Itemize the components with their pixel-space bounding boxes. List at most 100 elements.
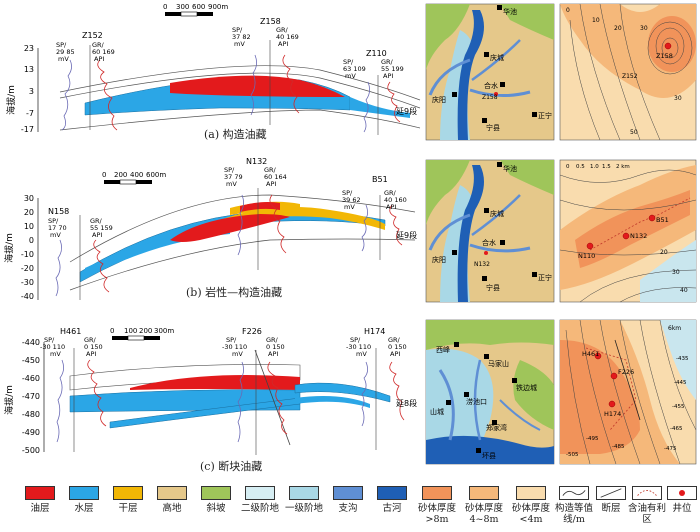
scale-tick: 900m: [208, 3, 228, 11]
svg-text:GR/: GR/: [276, 26, 289, 34]
scale-bar-c: 0 100 200 300m: [110, 327, 174, 341]
svg-text:mV: mV: [226, 180, 237, 188]
svg-text:F226: F226: [618, 368, 634, 376]
svg-text:郑家湾: 郑家湾: [486, 423, 507, 432]
svg-text:GR/: GR/: [92, 41, 105, 49]
svg-text:mV: mV: [345, 72, 356, 80]
legend-item-slope: 斜坡: [194, 476, 238, 514]
svg-text:400: 400: [130, 171, 143, 179]
svg-text:海拔/m: 海拔/m: [3, 385, 15, 415]
y-tick: 13: [24, 65, 34, 74]
svg-text:55 199: 55 199: [381, 65, 404, 73]
svg-text:40 169: 40 169: [276, 33, 299, 41]
svg-text:SP/: SP/: [48, 217, 59, 225]
svg-text:API: API: [390, 350, 400, 358]
svg-text:30: 30: [672, 269, 680, 276]
svg-text:GR/: GR/: [384, 189, 397, 197]
legend-item-branch: 支沟: [326, 476, 370, 514]
svg-text:10: 10: [592, 17, 600, 24]
svg-text:-440: -440: [22, 338, 40, 347]
svg-text:60 169: 60 169: [92, 48, 115, 56]
svg-text:Z158: Z158: [656, 52, 673, 60]
legend-item-sand-4-8: 砂体厚度4~8m: [460, 476, 508, 525]
svg-text:H174: H174: [364, 327, 385, 336]
svg-text:mV: mV: [50, 350, 61, 358]
svg-text:SP/: SP/: [342, 189, 353, 197]
svg-text:西峰: 西峰: [436, 345, 450, 354]
svg-text:0 150: 0 150: [266, 343, 285, 351]
svg-text:-500: -500: [22, 446, 40, 455]
svg-text:37 82: 37 82: [232, 33, 251, 41]
y-tick: -7: [26, 109, 34, 118]
svg-text:H174: H174: [604, 410, 621, 418]
svg-text:600m: 600m: [146, 171, 166, 179]
svg-text:-470: -470: [22, 392, 40, 401]
svg-text:API: API: [92, 231, 102, 239]
svg-text:庆城: 庆城: [490, 53, 504, 62]
svg-text:庆阳: 庆阳: [432, 95, 446, 104]
svg-text:海拔/m: 海拔/m: [3, 233, 15, 263]
svg-text:300m: 300m: [154, 327, 174, 335]
svg-text:17 70: 17 70: [48, 224, 67, 232]
svg-text:GR/: GR/: [381, 58, 394, 66]
svg-text:-30 110: -30 110: [346, 343, 371, 351]
svg-text:-20: -20: [21, 264, 34, 273]
svg-text:-485: -485: [612, 444, 625, 450]
svg-text:N132: N132: [630, 232, 647, 240]
svg-text:华池: 华池: [503, 7, 517, 16]
legend-item-oil: 油层: [18, 476, 62, 514]
svg-text:N132: N132: [246, 157, 267, 166]
svg-text:-490: -490: [22, 428, 40, 437]
svg-text:mV: mV: [58, 55, 69, 63]
paleogeo-map-b: 华池 庆城 合水 N132 庆阳 宁县 正宁: [425, 159, 555, 303]
svg-text:1.0: 1.0: [590, 164, 599, 170]
svg-text:山城: 山城: [430, 407, 444, 416]
svg-text:200: 200: [139, 327, 152, 335]
svg-text:2 km: 2 km: [616, 164, 630, 170]
svg-text:-445: -445: [674, 380, 687, 386]
svg-text:-30 110: -30 110: [222, 343, 247, 351]
svg-text:GR/: GR/: [84, 336, 97, 344]
caption-b: (b) 岩性—构造油藏: [186, 286, 283, 299]
svg-text:-480: -480: [22, 410, 40, 419]
svg-text:-30: -30: [21, 278, 34, 287]
svg-text:-475: -475: [664, 446, 677, 452]
svg-text:-465: -465: [670, 426, 683, 432]
svg-text:200: 200: [114, 171, 127, 179]
svg-text:1.5: 1.5: [602, 164, 611, 170]
svg-text:延9段: 延9段: [396, 230, 417, 240]
section-a: 0 300 600 900m 海拔/m 23 13 3 -7 -17 Z152 …: [5, 3, 421, 135]
paleogeo-map-a: 华池 庆城 合水 Z158 庆阳 宁县 正宁: [425, 3, 555, 141]
svg-text:API: API: [86, 350, 96, 358]
legend: 油层 水层 干层 高地 斜坡 二级阶地 一级阶地 支沟 古河 砂体厚度>8m 砂…: [0, 476, 700, 532]
svg-text:正宁: 正宁: [538, 273, 552, 282]
svg-text:39 62: 39 62: [342, 196, 361, 204]
svg-text:0.5: 0.5: [576, 164, 585, 170]
svg-text:正宁: 正宁: [538, 111, 552, 120]
well-name: Z158: [260, 17, 281, 26]
svg-text:30: 30: [24, 194, 34, 203]
svg-text:30: 30: [674, 95, 682, 102]
svg-text:50: 50: [630, 129, 638, 136]
svg-text:mV: mV: [50, 231, 61, 239]
svg-text:0: 0: [110, 327, 114, 335]
scale-tick: 600: [192, 3, 205, 11]
svg-text:29 85: 29 85: [56, 48, 75, 56]
svg-text:API: API: [278, 40, 288, 48]
y-axis-title-a: 海拔/m: [5, 85, 17, 115]
svg-text:20: 20: [614, 25, 622, 32]
svg-text:-10: -10: [21, 250, 34, 259]
svg-text:-450: -450: [22, 356, 40, 365]
svg-text:GR/: GR/: [266, 336, 279, 344]
svg-text:庆阳: 庆阳: [432, 255, 446, 264]
caption-a: (a) 构造油藏: [204, 128, 267, 141]
legend-item-terrace1: 一级阶地: [282, 476, 326, 514]
svg-text:涝池口: 涝池口: [466, 397, 487, 406]
svg-text:-495: -495: [586, 436, 599, 442]
svg-text:宁县: 宁县: [486, 123, 500, 132]
svg-text:API: API: [266, 180, 276, 188]
svg-text:40: 40: [680, 287, 688, 294]
legend-item-dry: 干层: [106, 476, 150, 514]
scale-tick: 0: [163, 3, 167, 11]
